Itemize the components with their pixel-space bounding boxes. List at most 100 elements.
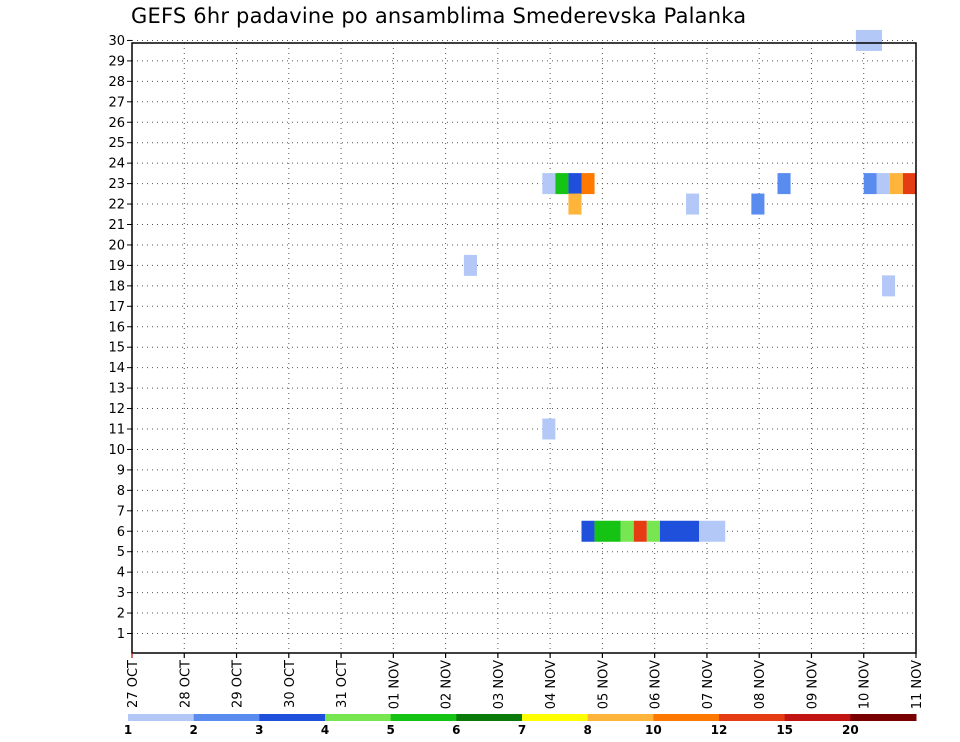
legend-swatch [850, 714, 917, 721]
y-tick-label: 18 [108, 279, 125, 294]
x-tick-label: 10 NOV [858, 660, 873, 709]
legend-label: 2 [189, 723, 197, 737]
precip-cell [876, 173, 890, 195]
legend-swatch [719, 714, 786, 721]
y-tick-label: 29 [108, 54, 125, 69]
x-tick-label: 11 NOV [910, 660, 925, 709]
legend-label: 1 [124, 723, 132, 737]
precip-cell [686, 193, 700, 215]
y-tick-label: 6 [117, 525, 125, 540]
y-tick-label: 13 [108, 382, 125, 397]
x-tick-label: 28 OCT [178, 660, 193, 708]
color-legend: 1 2 3 4 5 6 7 8 10 12 15 20 [124, 714, 917, 737]
y-tick-label: 23 [108, 177, 125, 192]
y-tick-label: 5 [117, 545, 125, 560]
x-tick-label: 03 NOV [492, 660, 507, 709]
legend-label: 5 [386, 723, 394, 737]
x-tick-label: 29 OCT [231, 660, 246, 708]
legend-swatch [456, 714, 523, 721]
y-tick-label: 19 [108, 259, 125, 274]
precip-cell [594, 520, 621, 542]
precip-cell [633, 520, 647, 542]
y-tick-label: 7 [117, 504, 125, 519]
y-tick-label: 1 [117, 627, 125, 642]
x-axis: 27 OCT 28 OCT 29 OCT 30 OCT 31 OCT 01 NOV 02 N… [126, 653, 925, 709]
plot-frame [131, 42, 917, 654]
precip-cell [568, 173, 582, 195]
precip-cell [855, 29, 883, 51]
x-tick-label: 07 NOV [701, 660, 716, 709]
x-tick-label: 31 OCT [335, 660, 350, 708]
y-tick-label: 3 [117, 586, 125, 601]
legend-label: 20 [842, 723, 859, 737]
legend-swatch [259, 714, 326, 721]
precip-cell [542, 173, 556, 195]
precip-cell [699, 520, 726, 542]
precip-cell [581, 520, 595, 542]
precip-cell [555, 173, 569, 195]
y-tick-label: 28 [108, 75, 125, 90]
x-tick-label: 08 NOV [753, 660, 768, 709]
legend-label: 6 [452, 723, 460, 737]
legend-label: 15 [776, 723, 793, 737]
precip-cell [777, 173, 791, 195]
precip-cell [751, 193, 765, 215]
x-tick-label: 27 OCT [126, 660, 141, 708]
x-tick-label: 01 NOV [387, 660, 402, 709]
legend-swatch [653, 714, 720, 721]
precip-cell [620, 520, 634, 542]
legend-label: 4 [321, 723, 329, 737]
x-tick-label: 05 NOV [596, 660, 611, 709]
legend-label: 7 [518, 723, 526, 737]
legend-label: 10 [645, 723, 662, 737]
y-tick-label: 30 [108, 34, 125, 49]
y-tick-label: 16 [108, 320, 125, 335]
y-tick-label: 27 [108, 95, 125, 110]
y-tick-label: 11 [108, 423, 125, 438]
y-tick-label: 25 [108, 136, 125, 151]
legend-label: 12 [711, 723, 728, 737]
x-tick-label: 09 NOV [805, 660, 820, 709]
legend-swatch [587, 714, 654, 721]
legend-swatch [193, 714, 260, 721]
y-tick-label: 15 [108, 341, 125, 356]
grid-lines [131, 39, 917, 653]
y-tick-label: 17 [108, 300, 125, 315]
y-axis: 1234567891011121314151617181920212223242… [108, 34, 132, 642]
precip-cell [542, 418, 556, 440]
legend-swatch [784, 714, 851, 721]
legend-swatch [325, 714, 392, 721]
precip-cell [463, 254, 477, 276]
y-tick-label: 12 [108, 402, 125, 417]
precip-cells [463, 29, 916, 542]
y-tick-label: 14 [108, 361, 125, 376]
y-tick-label: 9 [117, 463, 125, 478]
y-tick-label: 2 [117, 607, 125, 622]
legend-swatch [390, 714, 457, 721]
legend-swatch [128, 714, 195, 721]
legend-swatch [522, 714, 589, 721]
x-tick-label: 06 NOV [649, 660, 664, 709]
y-tick-label: 4 [117, 566, 125, 581]
y-tick-label: 22 [108, 198, 125, 213]
precip-cell [889, 173, 903, 195]
y-tick-label: 21 [108, 218, 125, 233]
precip-cell [863, 173, 877, 195]
precip-cell [882, 275, 896, 297]
chart-title: GEFS 6hr padavine po ansamblima Smederev… [131, 4, 747, 28]
legend-label: 8 [583, 723, 591, 737]
precip-cell [581, 173, 595, 195]
precip-cell [902, 173, 916, 195]
precip-cell [659, 520, 700, 542]
x-tick-label: 02 NOV [440, 660, 455, 709]
y-tick-label: 10 [108, 443, 125, 458]
x-tick-label: 04 NOV [544, 660, 559, 709]
y-tick-label: 20 [108, 238, 125, 253]
x-tick-label: 30 OCT [283, 660, 298, 708]
y-tick-label: 8 [117, 484, 125, 499]
legend-label: 3 [255, 723, 263, 737]
y-tick-label: 24 [108, 157, 125, 172]
precip-cell [568, 193, 582, 215]
precip-cell [646, 520, 660, 542]
